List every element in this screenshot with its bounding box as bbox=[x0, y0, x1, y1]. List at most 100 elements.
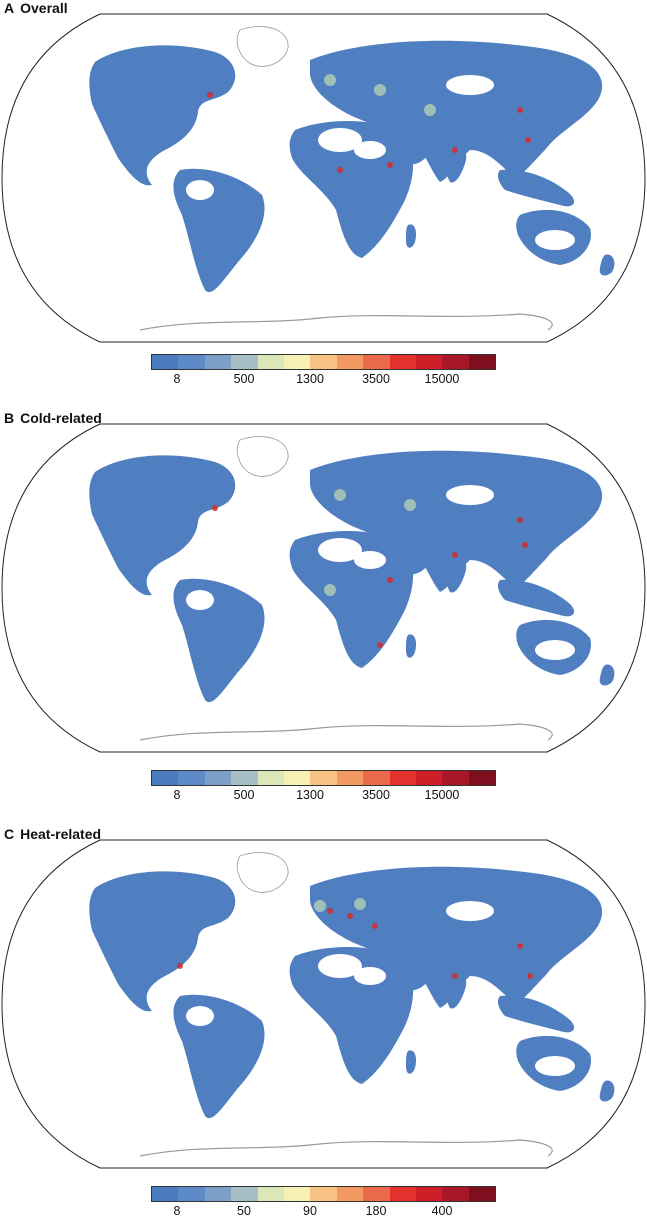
landmass-arabia bbox=[393, 544, 428, 575]
colorbar-ticks: 8 50 90 180 400 bbox=[151, 1204, 496, 1222]
tick-label: 90 bbox=[303, 1204, 317, 1218]
mortality-hotspot bbox=[452, 552, 458, 558]
colorbar-segment bbox=[389, 355, 416, 369]
colorbar-segment bbox=[257, 355, 284, 369]
landmass-eurasia bbox=[310, 866, 603, 1008]
tick-label: 8 bbox=[173, 1204, 181, 1218]
world-map-cold-related bbox=[1, 423, 646, 753]
landmass-madagascar bbox=[406, 224, 417, 248]
colorbar-segment bbox=[152, 771, 179, 785]
mortality-hotspot bbox=[404, 499, 416, 511]
landmass-eurasia bbox=[310, 40, 603, 183]
desert-gap bbox=[318, 538, 362, 562]
landmass-arabia bbox=[393, 960, 428, 991]
mortality-hotspot bbox=[387, 577, 393, 583]
mortality-hotspot bbox=[387, 162, 393, 168]
colorbar-segment bbox=[415, 1187, 443, 1201]
landmass-greenland bbox=[236, 852, 289, 893]
world-map-heat-related bbox=[1, 839, 646, 1169]
colorbar-ticks: 8 500 1300 3500 15000 bbox=[151, 788, 496, 806]
tick-label: 3500 bbox=[362, 372, 390, 386]
colorbar-segment bbox=[415, 355, 443, 369]
panel-letter: C bbox=[4, 826, 15, 842]
colorbar-segment bbox=[204, 355, 232, 369]
tick-label: 1300 bbox=[296, 372, 324, 386]
landmass-madagascar bbox=[406, 1050, 417, 1074]
landmass-arabia bbox=[393, 134, 428, 165]
tick-label: 180 bbox=[365, 1204, 387, 1218]
landmass-new-zealand bbox=[599, 664, 615, 686]
desert-gap bbox=[446, 485, 494, 505]
colorbar-segment bbox=[389, 771, 416, 785]
landmass-southeast-asia bbox=[497, 169, 575, 207]
tick-label: 15000 bbox=[424, 788, 460, 802]
colorbar-segment bbox=[178, 355, 205, 369]
mortality-hotspot bbox=[377, 642, 383, 648]
colorbar-segment bbox=[310, 355, 337, 369]
landmass-india bbox=[440, 549, 467, 593]
tick-label: 15000 bbox=[424, 372, 460, 386]
colorbar-segment bbox=[389, 1187, 416, 1201]
desert-gap bbox=[186, 1006, 214, 1026]
landmass-eurasia bbox=[310, 450, 603, 592]
colorbar bbox=[151, 770, 496, 786]
landmass-new-zealand bbox=[599, 254, 615, 276]
world-map-overall bbox=[1, 13, 646, 343]
tick-label: 1300 bbox=[296, 788, 324, 802]
tick-label: 500 bbox=[233, 372, 255, 386]
mortality-hotspot bbox=[212, 505, 218, 511]
colorbar-segment bbox=[231, 771, 258, 785]
landmass-madagascar bbox=[406, 634, 417, 658]
colorbar-segment bbox=[231, 355, 258, 369]
colorbar-segment bbox=[415, 771, 443, 785]
mortality-hotspot bbox=[354, 898, 366, 910]
mortality-hotspot bbox=[452, 973, 458, 979]
mortality-hotspot bbox=[177, 963, 183, 969]
mortality-hotspot bbox=[207, 92, 213, 98]
colorbar-ticks: 8 500 1300 3500 15000 bbox=[151, 372, 496, 390]
colorbar-segment bbox=[468, 771, 496, 785]
colorbar-segment bbox=[363, 355, 390, 369]
mortality-hotspot bbox=[517, 517, 523, 523]
desert-gap bbox=[318, 954, 362, 978]
desert-gap bbox=[535, 640, 575, 660]
tick-label: 3500 bbox=[362, 788, 390, 802]
panel-name: Overall bbox=[20, 0, 68, 16]
mortality-hotspot bbox=[337, 167, 343, 173]
mortality-hotspot bbox=[372, 923, 378, 929]
colorbar-segment bbox=[178, 1187, 205, 1201]
desert-gap bbox=[354, 551, 386, 569]
colorbar-segment bbox=[310, 771, 337, 785]
colorbar bbox=[151, 1186, 496, 1202]
desert-gap bbox=[535, 1056, 575, 1076]
colorbar-segment bbox=[204, 1187, 232, 1201]
colorbar bbox=[151, 354, 496, 370]
desert-gap bbox=[535, 230, 575, 250]
colorbar-segment bbox=[152, 355, 179, 369]
colorbar-segment bbox=[283, 771, 311, 785]
landmass-north-america bbox=[89, 871, 236, 1012]
landmass-north-america bbox=[89, 455, 236, 596]
landmass-india bbox=[440, 139, 467, 183]
mortality-hotspot bbox=[527, 973, 533, 979]
colorbar-segment bbox=[468, 355, 496, 369]
desert-gap bbox=[354, 967, 386, 985]
landmass-southeast-asia bbox=[497, 579, 575, 617]
colorbar-segment bbox=[442, 1187, 469, 1201]
antarctica-outline bbox=[139, 313, 553, 331]
mortality-hotspot bbox=[522, 542, 528, 548]
landmass-greenland bbox=[236, 436, 289, 477]
mortality-hotspot bbox=[424, 104, 436, 116]
colorbar-segment bbox=[442, 771, 469, 785]
tick-label: 8 bbox=[173, 372, 181, 386]
landmass-greenland bbox=[236, 26, 289, 67]
desert-gap bbox=[318, 128, 362, 152]
landmass-north-america bbox=[89, 45, 236, 186]
mortality-hotspot bbox=[327, 908, 333, 914]
colorbar-segment bbox=[204, 771, 232, 785]
colorbar-segment bbox=[442, 355, 469, 369]
mortality-hotspot bbox=[517, 943, 523, 949]
desert-gap bbox=[186, 180, 214, 200]
colorbar-segment bbox=[283, 355, 311, 369]
panel-letter: A bbox=[4, 0, 15, 16]
